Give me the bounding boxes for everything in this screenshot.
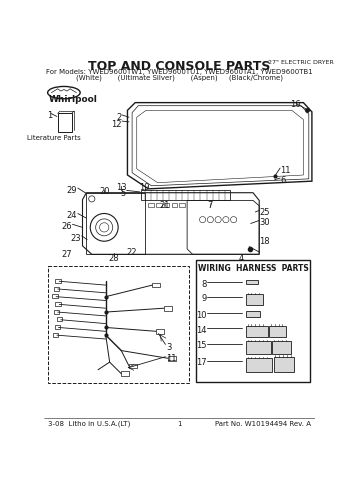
Text: 24: 24 (66, 211, 77, 220)
Text: Part No. W10194494 Rev. A: Part No. W10194494 Rev. A (215, 421, 311, 426)
Text: 5: 5 (121, 189, 126, 198)
Text: 12: 12 (111, 120, 121, 128)
Text: 18: 18 (259, 237, 270, 245)
Bar (55, 302, 61, 306)
Text: TOP AND CONSOLE PARTS: TOP AND CONSOLE PARTS (88, 60, 271, 73)
Text: 27" ELECTRIC DRYER: 27" ELECTRIC DRYER (268, 60, 334, 65)
Text: 21: 21 (159, 201, 170, 210)
Bar (141, 190, 230, 199)
Text: 14: 14 (196, 326, 206, 335)
Bar (179, 203, 185, 207)
Text: 11: 11 (166, 355, 177, 363)
Text: (White)       (Ultimate Silver)       (Aspen)     (Black/Chrome): (White) (Ultimate Silver) (Aspen) (Black… (76, 74, 283, 81)
Bar (152, 283, 160, 287)
Text: 25: 25 (259, 208, 270, 217)
Text: 26: 26 (61, 222, 72, 231)
Text: 2: 2 (116, 114, 121, 122)
Text: 20: 20 (99, 187, 110, 196)
Text: 7: 7 (208, 201, 213, 210)
Text: 6: 6 (280, 176, 286, 185)
Text: 11: 11 (280, 166, 290, 175)
Text: WIRING  HARNESS  PARTS: WIRING HARNESS PARTS (198, 264, 308, 272)
Bar (274, 357, 294, 372)
Text: 3-08  Litho in U.S.A.(LT): 3-08 Litho in U.S.A.(LT) (48, 421, 130, 427)
Bar (246, 294, 263, 305)
Bar (129, 364, 137, 368)
Bar (148, 203, 154, 207)
Text: 9: 9 (201, 294, 206, 303)
Text: 29: 29 (66, 186, 77, 195)
Bar (121, 371, 129, 376)
Bar (58, 114, 72, 132)
Bar (55, 325, 60, 329)
Bar (246, 280, 258, 284)
Bar (164, 203, 169, 207)
Text: 4: 4 (239, 254, 244, 263)
Bar (164, 306, 172, 311)
Text: 8: 8 (201, 280, 206, 289)
Text: 23: 23 (70, 233, 81, 242)
Text: 16: 16 (290, 99, 301, 109)
Bar (246, 358, 272, 372)
Bar (57, 317, 62, 321)
Bar (269, 326, 286, 337)
Text: Whirlpool: Whirlpool (49, 95, 98, 104)
Text: 3: 3 (166, 343, 172, 352)
Bar (272, 341, 291, 354)
Text: 17: 17 (196, 358, 206, 367)
Text: For Models: YWED9600TW1, YWED9600TU1, YWED9600TA1, YWED9600TB1: For Models: YWED9600TW1, YWED9600TU1, YW… (46, 69, 313, 75)
Bar (168, 356, 175, 361)
Text: 27: 27 (61, 250, 72, 259)
Text: 1: 1 (47, 111, 52, 120)
Text: 19: 19 (139, 184, 150, 192)
Bar (156, 203, 162, 207)
Text: 15: 15 (196, 341, 206, 350)
Text: 28: 28 (108, 254, 119, 263)
Bar (54, 286, 59, 290)
Text: 10: 10 (196, 311, 206, 320)
Bar (246, 326, 268, 337)
Bar (246, 311, 260, 317)
Bar (246, 341, 271, 354)
Text: 13: 13 (116, 184, 127, 192)
Bar (53, 333, 58, 337)
Bar (196, 260, 310, 382)
Text: 30: 30 (259, 218, 270, 227)
Bar (54, 310, 59, 313)
Bar (55, 279, 61, 283)
Text: 22: 22 (126, 248, 136, 257)
Bar (48, 266, 189, 383)
Bar (86, 193, 145, 255)
Bar (156, 329, 164, 334)
Text: 1: 1 (177, 421, 182, 426)
Text: Literature Parts: Literature Parts (27, 135, 81, 141)
Bar (52, 294, 58, 298)
Bar (172, 203, 177, 207)
